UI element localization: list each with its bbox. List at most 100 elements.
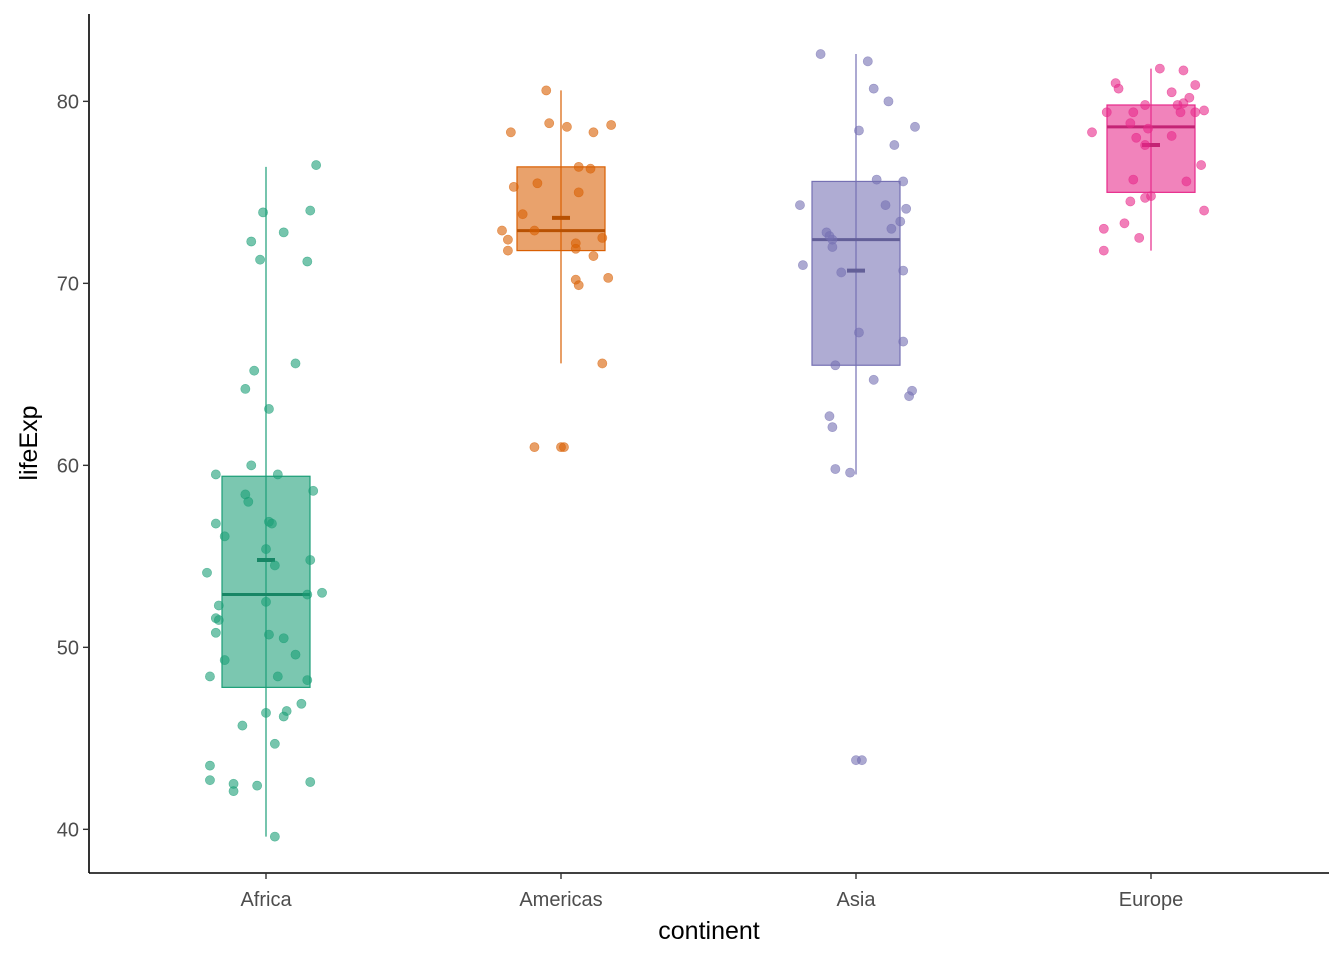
data-point: [205, 671, 215, 682]
data-point: [573, 280, 584, 291]
data-point: [1113, 83, 1124, 94]
data-point: [266, 518, 277, 529]
data-point: [502, 245, 513, 256]
data-point: [898, 176, 909, 187]
data-point: [544, 118, 555, 129]
data-point: [1131, 132, 1142, 143]
points-americas: [497, 85, 617, 453]
data-point: [880, 200, 891, 210]
box-group-africa: [221, 166, 311, 837]
data-point: [606, 120, 617, 130]
data-point: [588, 251, 599, 261]
points-africa: [202, 160, 327, 842]
data-point: [541, 85, 552, 96]
data-point: [862, 56, 873, 67]
data-point: [529, 442, 540, 453]
data-point: [272, 671, 283, 682]
data-point: [213, 615, 224, 625]
data-point: [868, 374, 879, 385]
x-axis-ticks: Africa Americas Asia Europe: [240, 873, 1183, 911]
data-point: [269, 738, 280, 749]
data-point: [210, 627, 221, 638]
data-point: [290, 649, 301, 660]
data-point: [213, 600, 224, 611]
data-point: [1101, 107, 1112, 118]
data-point: [1128, 107, 1139, 118]
data-point: [1087, 127, 1097, 138]
data-point: [573, 161, 584, 172]
data-point: [1196, 160, 1207, 170]
data-point: [588, 127, 599, 138]
data-point: [898, 265, 909, 276]
data-point: [1140, 192, 1150, 203]
data-point: [272, 469, 283, 480]
data-point: [278, 633, 289, 644]
data-point: [210, 518, 221, 529]
data-point: [302, 675, 313, 685]
x-tick-label-asia: Asia: [837, 889, 877, 911]
plot-area: [202, 49, 1209, 842]
data-point: [1166, 87, 1177, 98]
data-point: [258, 207, 268, 218]
data-point: [517, 209, 528, 220]
data-point: [827, 242, 838, 252]
data-point: [210, 469, 221, 480]
y-tick-label-40: 40: [57, 819, 79, 841]
data-point: [570, 243, 581, 254]
data-point: [502, 234, 513, 245]
data-point: [505, 127, 516, 138]
box-group-europe: [1106, 68, 1196, 251]
data-point: [1119, 218, 1130, 229]
x-axis-title: continent: [658, 917, 760, 945]
data-point: [836, 267, 847, 278]
y-tick-label-70: 70: [57, 273, 79, 295]
y-axis-title: lifeExp: [15, 405, 43, 480]
data-point: [290, 358, 301, 369]
data-point: [1140, 140, 1150, 150]
data-point: [889, 140, 900, 150]
data-point: [798, 260, 808, 271]
data-point: [845, 467, 855, 478]
data-point: [910, 121, 920, 132]
data-point: [854, 327, 864, 338]
points-asia: [795, 49, 920, 766]
data-point: [597, 232, 608, 243]
data-point: [219, 531, 230, 542]
data-point: [219, 655, 230, 665]
data-point: [901, 203, 912, 214]
data-point: [302, 256, 313, 267]
data-point: [1175, 107, 1186, 118]
data-point: [1140, 100, 1150, 110]
data-point: [261, 707, 271, 718]
box-group-americas: [516, 90, 606, 364]
data-point: [302, 589, 313, 600]
data-point: [597, 358, 608, 369]
data-point: [305, 205, 316, 216]
data-point: [1178, 98, 1189, 109]
data-point: [1199, 105, 1209, 116]
data-point: [603, 272, 614, 283]
data-point: [532, 178, 543, 189]
data-point: [497, 225, 507, 236]
y-axis-ticks: 40 50 60 70 80: [57, 91, 89, 841]
data-point: [1098, 223, 1109, 234]
data-point: [868, 83, 879, 94]
data-point: [815, 49, 826, 59]
data-point: [573, 187, 584, 198]
data-point: [237, 720, 248, 731]
data-point: [1154, 63, 1165, 74]
data-point: [205, 760, 215, 771]
data-point: [1125, 196, 1136, 207]
data-point: [261, 596, 271, 607]
data-point: [830, 360, 841, 371]
data-point: [305, 777, 316, 787]
data-point: [883, 96, 894, 107]
box-europe: [1106, 104, 1196, 193]
x-tick-label-americas: Americas: [519, 889, 602, 911]
data-point: [255, 254, 265, 265]
data-point: [205, 775, 215, 786]
data-point: [261, 544, 271, 554]
data-point: [296, 698, 307, 709]
data-point: [278, 711, 289, 722]
data-point: [269, 831, 280, 842]
